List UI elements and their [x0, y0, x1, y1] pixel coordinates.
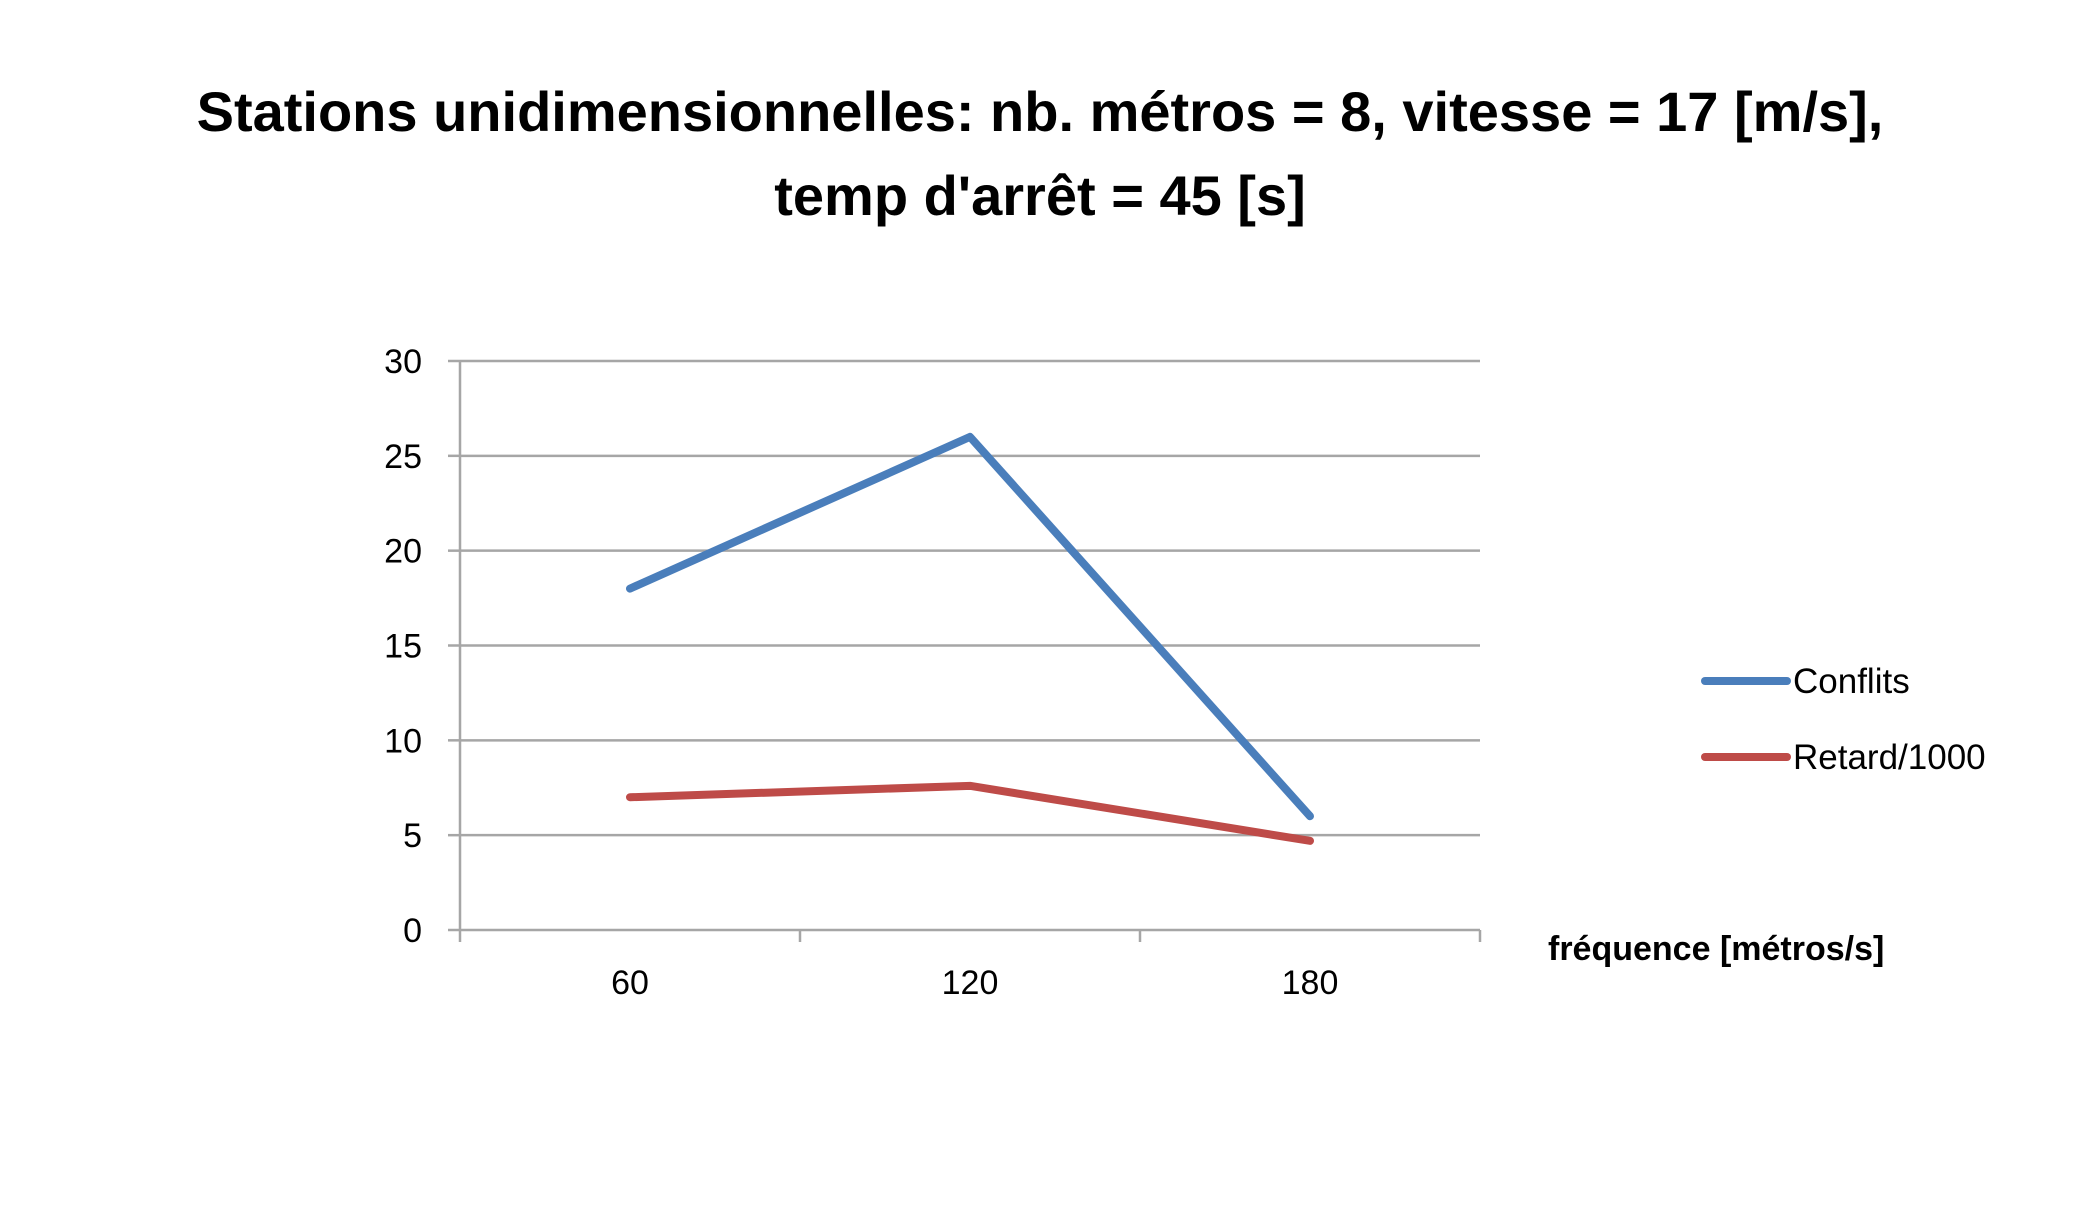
y-tick-label: 15 [384, 628, 422, 666]
y-tick-label: 20 [384, 533, 422, 571]
legend-label: Conflits [1793, 662, 1910, 701]
y-tick-label: 0 [403, 912, 422, 950]
x-axis-title: fréquence [métros/s] [1548, 930, 1884, 968]
y-tick-label: 30 [384, 343, 422, 381]
x-tick-label: 180 [1282, 964, 1339, 1002]
x-tick-label: 60 [611, 964, 649, 1002]
chart-title: Stations unidimensionnelles: nb. métros … [196, 80, 1884, 227]
legend-label: Retard/1000 [1793, 738, 1986, 777]
series-line-retard-1000 [626, 781, 1314, 845]
y-tick-label: 5 [403, 817, 422, 855]
y-tick-label: 25 [384, 438, 422, 476]
series-line-conflits [626, 432, 1314, 821]
y-tick-label: 10 [384, 722, 422, 760]
x-tick-label: 120 [942, 964, 999, 1002]
